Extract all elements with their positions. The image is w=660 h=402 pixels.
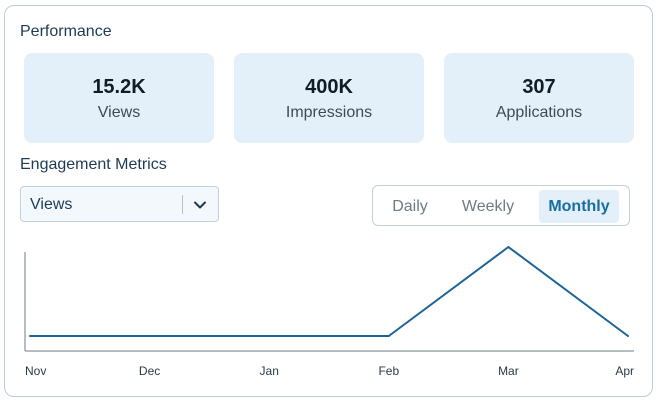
chevron-down-icon[interactable] (191, 196, 209, 214)
performance-title: Performance (20, 23, 112, 40)
metric-select[interactable]: Views (20, 186, 219, 222)
stat-impressions: 400K Impressions (234, 53, 424, 143)
stat-label: Impressions (285, 104, 373, 121)
metric-select-value: Views (30, 196, 73, 213)
toggle-monthly[interactable]: Monthly (539, 190, 619, 223)
stat-value: 400K (305, 76, 353, 98)
engagement-title: Engagement Metrics (20, 156, 167, 173)
stat-value: 307 (522, 76, 556, 98)
period-toggle: Daily Weekly Monthly (372, 185, 630, 226)
stat-applications: 307 Applications (444, 53, 634, 143)
toggle-daily[interactable]: Daily (392, 198, 428, 215)
select-divider (182, 195, 183, 214)
stat-label: Applications (495, 104, 583, 121)
stat-value: 15.2K (92, 76, 146, 98)
toggle-weekly[interactable]: Weekly (461, 198, 515, 215)
stat-views: 15.2K Views (24, 53, 214, 143)
stat-label: Views (97, 104, 141, 121)
